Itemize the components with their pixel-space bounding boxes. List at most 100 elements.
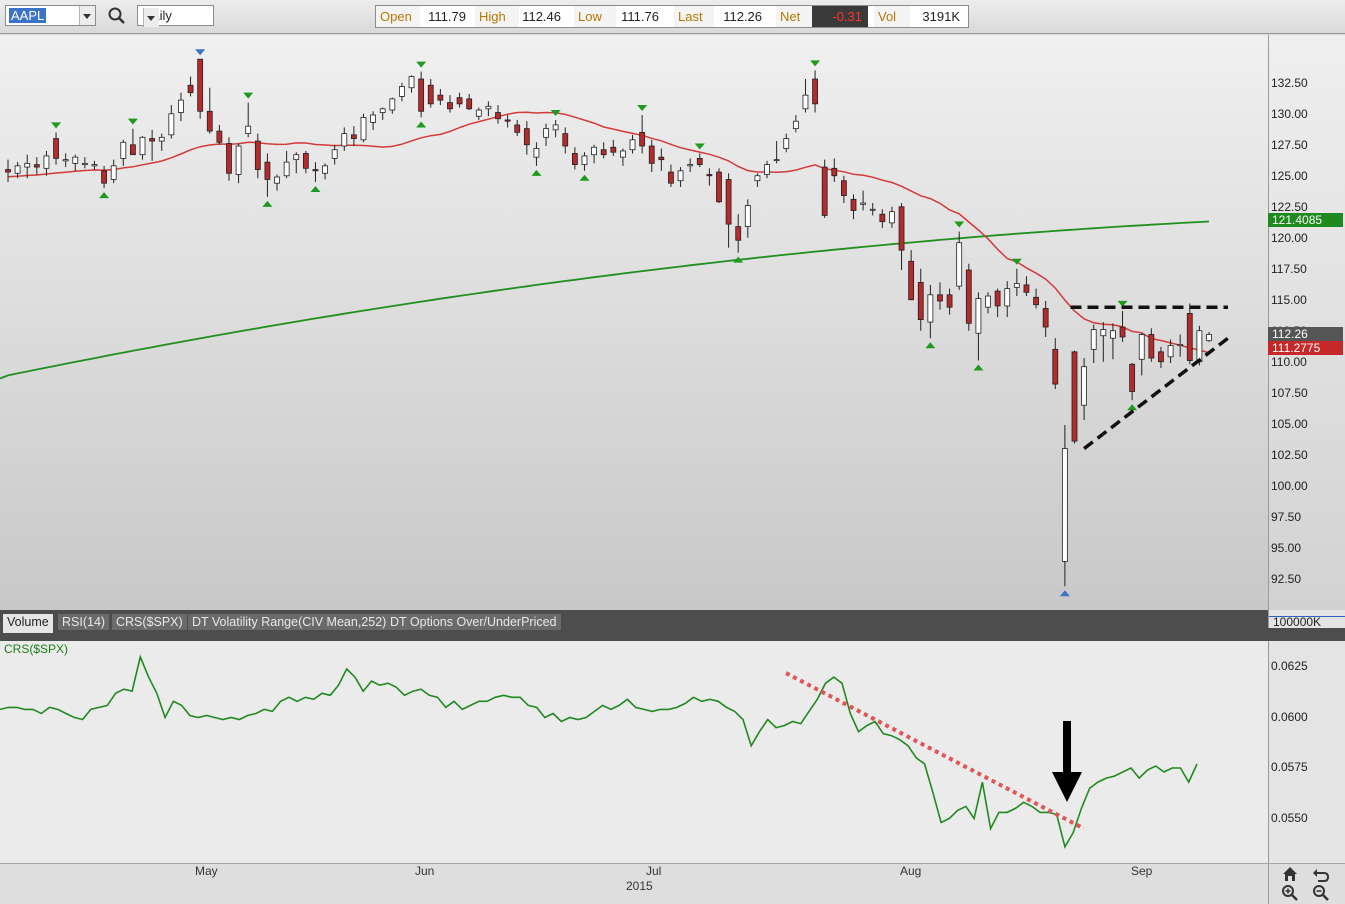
candle-up [399,82,405,102]
crs-chart[interactable] [0,641,1268,863]
candle-body [1042,308,1049,328]
symbol-dropdown-button[interactable] [79,6,95,25]
tab-crs[interactable]: CRS($SPX) [112,614,187,630]
candle-body [975,298,982,334]
candle-body [1033,296,1039,306]
candle-body [43,155,50,169]
candle-up [773,141,780,164]
candle-body [130,144,136,156]
swing-low-marker [1059,590,1070,597]
candle-up [24,154,31,179]
candle-down [1158,346,1164,368]
candle-body [408,76,415,89]
candle-body [571,153,578,166]
home-icon[interactable] [1281,865,1299,883]
price-axis-tick: 92.50 [1271,572,1302,586]
quote-high-label: High [475,6,519,27]
zoom-out-icon[interactable] [1312,884,1330,902]
candle-body [1081,366,1087,406]
candle-body [33,164,40,168]
price-axis-tick: 122.50 [1271,200,1308,214]
candle-body [812,78,818,105]
candle-down [254,133,261,179]
candle-body [293,154,300,161]
candle-body [937,294,943,302]
candle-body [1004,288,1011,307]
candle-up [43,150,50,176]
crs-chart-area[interactable] [0,641,1268,863]
search-icon[interactable] [107,6,127,26]
candle-up [1206,332,1212,342]
support-trendline [1083,336,1230,450]
candle-down [1023,276,1030,297]
candle-up [322,163,328,180]
candle-body [437,94,444,101]
candle-up [754,173,761,187]
candle-body [283,161,290,177]
candle-body [629,139,636,151]
candle-body [178,99,184,113]
candle-up [985,292,991,314]
candle-up [139,136,146,160]
candle-up [744,199,751,238]
candle-body [927,294,934,323]
candle-up [1110,323,1116,360]
pivot-high-marker [1011,258,1022,265]
tab-volatility-range[interactable]: DT Volatility Range(CIV Mean,252) [188,614,391,630]
candle-down [427,79,434,108]
candle-body [216,130,223,143]
candle-body [831,167,838,177]
candle-up [168,105,175,139]
undo-icon[interactable] [1312,865,1330,883]
candle-body [898,206,905,251]
price-axis[interactable] [1268,35,1345,610]
candle-body [72,156,79,164]
candle-up [408,75,415,93]
candle-up [533,142,540,166]
candle-body [254,140,261,170]
candle-body [773,159,780,162]
candle-body [206,110,213,132]
candle-up [1167,339,1174,363]
candle-down [831,158,838,182]
candle-body [1052,348,1059,385]
candle-body [1023,284,1030,293]
candle-body [187,84,194,94]
interval-select[interactable]: Daily [137,5,214,27]
candle-down [658,148,665,171]
candle-body [14,165,21,174]
candle-down [908,250,915,301]
interval-dropdown-button[interactable] [143,8,159,27]
price-axis-tick: 107.50 [1271,386,1308,400]
candle-body [1167,345,1174,358]
candle-up [370,111,377,130]
pivot-low-marker [310,185,321,192]
candle-up [91,160,98,170]
candle-down [197,58,204,119]
candle-down [937,282,943,310]
candle-up [1081,358,1087,421]
tab-rsi[interactable]: RSI(14) [58,614,110,630]
price-axis-tick: 125.00 [1271,169,1308,183]
symbol-input[interactable]: AAPL [5,5,96,26]
candle-body [399,86,405,97]
pivot-high-marker [637,105,648,111]
crs-axis-tick: 0.0550 [1271,810,1308,825]
price-chart[interactable] [0,35,1268,610]
candle-up [764,160,770,179]
price-chart-area[interactable] [0,35,1268,610]
zoom-in-icon[interactable] [1281,884,1299,902]
candle-body [197,58,204,112]
candle-body [591,146,597,156]
candle-body [168,113,175,136]
price-axis-tick: 102.50 [1271,448,1308,462]
indicator-tabs: Volume RSI(14) CRS($SPX) DT Volatility R… [0,610,1345,641]
pivot-high-marker [694,143,705,150]
price-axis-tick: 95.00 [1271,541,1302,555]
crs-axis[interactable] [1268,641,1345,863]
candle-down [456,92,463,108]
time-axis[interactable] [0,863,1268,904]
month-label-sep: Sep [1131,864,1153,878]
tab-volume[interactable]: Volume [3,614,53,633]
tab-options-over-underpriced[interactable]: DT Options Over/UnderPriced [386,614,561,630]
